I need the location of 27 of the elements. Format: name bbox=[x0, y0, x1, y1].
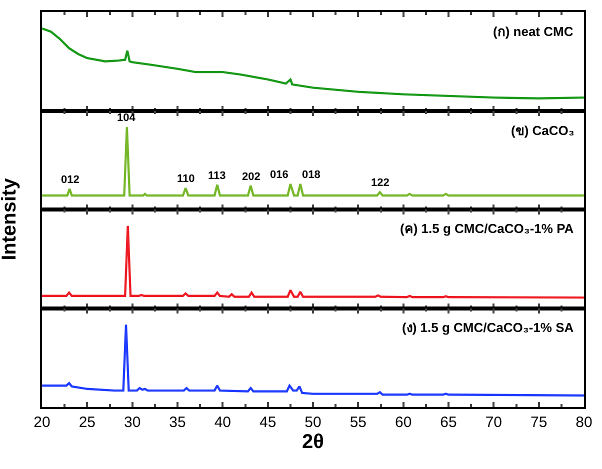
annotation: 122 bbox=[371, 177, 390, 189]
chart-title: (ง) 1.5 g CMC/CaCO₃-1% SA bbox=[402, 320, 574, 335]
x-tick-label: 50 bbox=[304, 414, 322, 431]
x-tick-label: 30 bbox=[124, 414, 141, 431]
x-tick-label: 35 bbox=[169, 414, 186, 431]
x-tick-label: 75 bbox=[530, 414, 548, 431]
y-axis-title: Intensity bbox=[0, 177, 21, 260]
annotation: 018 bbox=[302, 169, 320, 181]
chart-title: (ก) neat CMC bbox=[493, 24, 574, 39]
annotation: 016 bbox=[270, 169, 288, 181]
annotation: 104 bbox=[117, 112, 136, 124]
x-tick-label: 80 bbox=[576, 414, 592, 431]
x-axis-title: 2θ bbox=[302, 431, 324, 453]
annotation: 012 bbox=[61, 174, 80, 186]
x-tick-label: 40 bbox=[214, 414, 232, 431]
x-tick-label: 25 bbox=[78, 414, 96, 431]
annotation: 202 bbox=[242, 171, 260, 183]
annotation: 110 bbox=[177, 173, 195, 185]
x-tick-label: 20 bbox=[34, 414, 50, 431]
x-tick-label: 70 bbox=[485, 414, 502, 431]
chart-title: (ค) 1.5 g CMC/CaCO₃-1% PA bbox=[400, 221, 574, 236]
x-tick-label: 65 bbox=[440, 414, 457, 431]
x-tick-label: 45 bbox=[259, 414, 276, 431]
annotation: 113 bbox=[208, 170, 226, 182]
x-tick-label: 60 bbox=[394, 414, 412, 431]
x-tick-label: 55 bbox=[350, 414, 367, 431]
chart-title: (ข) CaCO₃ bbox=[511, 123, 574, 138]
